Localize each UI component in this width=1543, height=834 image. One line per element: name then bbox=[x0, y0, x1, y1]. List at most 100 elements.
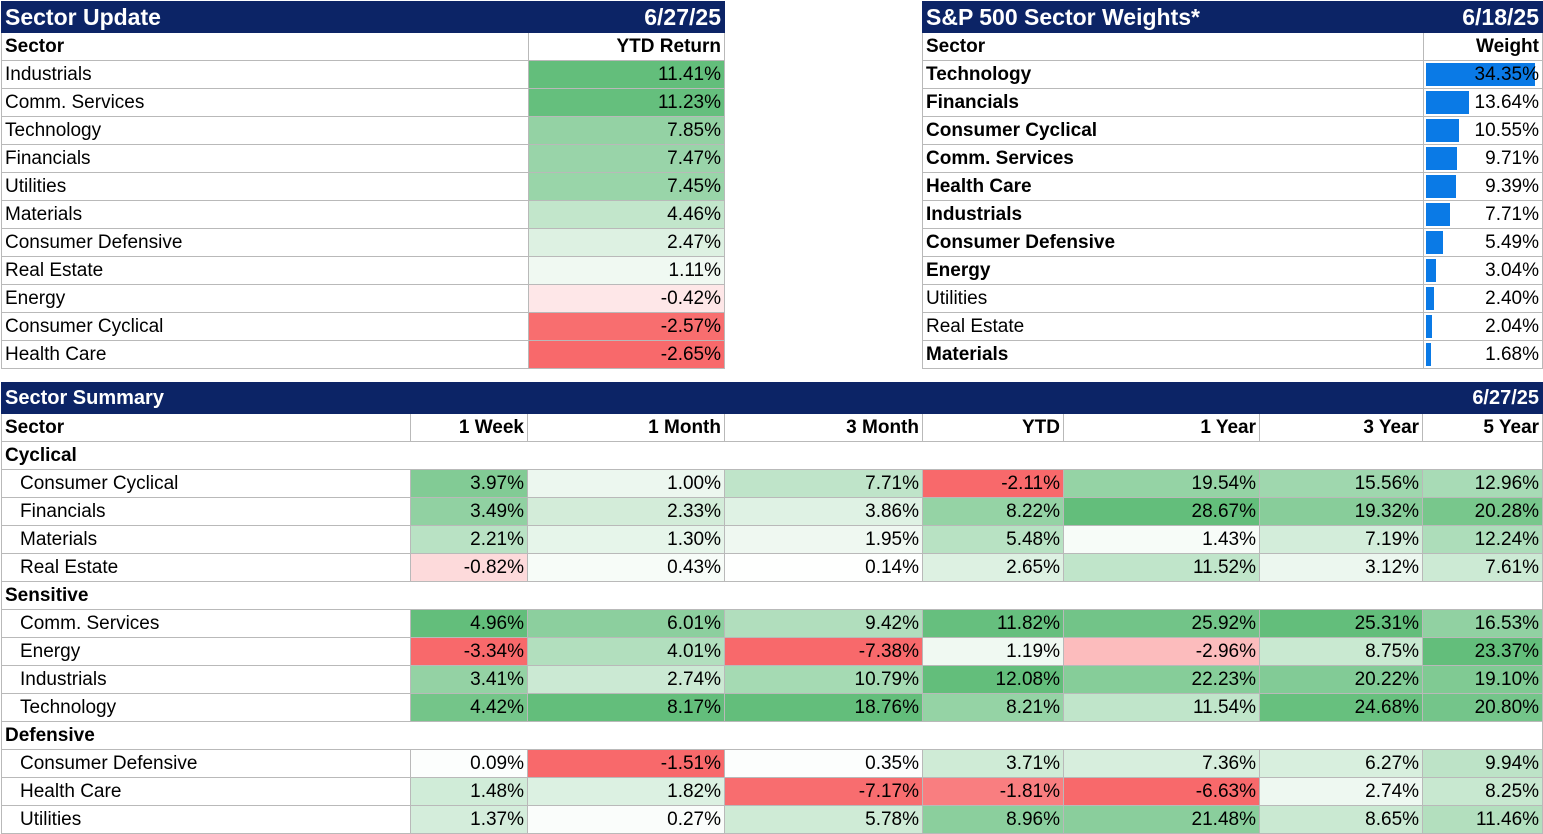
weight-value: 13.64% bbox=[1474, 92, 1539, 113]
ytd-return-value: -0.42% bbox=[528, 284, 725, 313]
return-value: 20.22% bbox=[1258, 665, 1424, 694]
return-value: 9.94% bbox=[1422, 749, 1543, 778]
weight-value: 34.35% bbox=[1474, 64, 1539, 85]
return-value: 2.33% bbox=[527, 497, 725, 526]
ytd-return-value: 7.85% bbox=[528, 116, 725, 145]
return-value: 5.48% bbox=[922, 525, 1064, 554]
sector-name: Materials bbox=[1, 525, 411, 554]
return-value: 0.09% bbox=[410, 749, 528, 778]
return-value: 3.71% bbox=[922, 749, 1064, 778]
ytd-return-value: 7.45% bbox=[528, 172, 725, 201]
sector-weight-row: Health Care 9.39% bbox=[922, 172, 1543, 201]
sector-name: Materials bbox=[1, 200, 529, 229]
weight-value: 2.40% bbox=[1485, 288, 1539, 309]
return-value: -1.81% bbox=[922, 777, 1064, 806]
return-value: 19.10% bbox=[1422, 665, 1543, 694]
return-value: 8.21% bbox=[922, 693, 1064, 722]
return-value: 8.65% bbox=[1258, 805, 1424, 834]
sector-name: Comm. Services bbox=[922, 144, 1424, 173]
weight-bar bbox=[1426, 343, 1432, 366]
return-value: 1.82% bbox=[527, 777, 725, 806]
weight-value: 1.68% bbox=[1485, 344, 1539, 365]
return-value: 3.97% bbox=[410, 469, 528, 498]
sector-name: Technology bbox=[1, 116, 529, 145]
sector-name: Energy bbox=[922, 256, 1424, 285]
return-value: -2.11% bbox=[922, 469, 1064, 498]
sector-summary-row: Energy -3.34% 4.01% -7.38% 1.19% -2.96% 8.75% 2… bbox=[1, 637, 1543, 666]
sector-name: Consumer Cyclical bbox=[1, 312, 529, 341]
weight-cell: 13.64% bbox=[1423, 88, 1543, 117]
return-value: 3.86% bbox=[724, 497, 923, 526]
weight-value: 9.71% bbox=[1485, 148, 1539, 169]
sector-weights-header-row: Sector Weight bbox=[922, 32, 1543, 61]
group-name: Cyclical bbox=[0, 441, 1543, 470]
column-header-1-year: 1 Year bbox=[1063, 413, 1260, 442]
group-header-row: Defensive bbox=[0, 721, 1543, 750]
sector-update-row: Materials 4.46% bbox=[1, 200, 725, 229]
sector-update-row: Health Care -2.65% bbox=[1, 340, 725, 369]
sector-update-row: Consumer Defensive 2.47% bbox=[1, 228, 725, 257]
sector-update-row: Real Estate 1.11% bbox=[1, 256, 725, 285]
sector-weight-row: Industrials 7.71% bbox=[922, 200, 1543, 229]
weight-cell: 9.71% bbox=[1423, 144, 1543, 173]
ytd-return-value: 4.46% bbox=[528, 200, 725, 229]
sector-name: Consumer Defensive bbox=[1, 749, 411, 778]
return-value: -0.82% bbox=[410, 553, 528, 582]
return-value: 0.27% bbox=[527, 805, 725, 834]
sector-name: Utilities bbox=[1, 805, 411, 834]
return-value: 20.28% bbox=[1422, 497, 1543, 526]
weight-cell: 2.04% bbox=[1423, 312, 1543, 341]
return-value: -6.63% bbox=[1063, 777, 1260, 806]
return-value: 9.42% bbox=[724, 609, 923, 638]
return-value: 10.79% bbox=[724, 665, 923, 694]
return-value: -3.34% bbox=[410, 637, 528, 666]
return-value: 2.74% bbox=[527, 665, 725, 694]
weight-cell: 2.40% bbox=[1423, 284, 1543, 313]
weight-value: 7.71% bbox=[1485, 204, 1539, 225]
sector-weight-row: Technology 34.35% bbox=[922, 60, 1543, 89]
weight-value: 2.04% bbox=[1485, 316, 1539, 337]
column-header-weight: Weight bbox=[1423, 32, 1543, 61]
weight-bar bbox=[1426, 175, 1456, 198]
return-value: 1.48% bbox=[410, 777, 528, 806]
weight-bar bbox=[1426, 259, 1436, 282]
sector-update-row: Comm. Services 11.23% bbox=[1, 88, 725, 117]
sector-name: Consumer Cyclical bbox=[922, 116, 1424, 145]
sector-summary-row: Financials 3.49% 2.33% 3.86% 8.22% 28.67% 19.3… bbox=[1, 497, 1543, 526]
weight-bar bbox=[1426, 119, 1460, 142]
weight-cell: 34.35% bbox=[1423, 60, 1543, 89]
return-value: 2.74% bbox=[1258, 777, 1424, 806]
return-value: 25.92% bbox=[1063, 609, 1260, 638]
return-value: 4.01% bbox=[527, 637, 725, 666]
sector-weight-row: Energy 3.04% bbox=[922, 256, 1543, 285]
weight-cell: 10.55% bbox=[1423, 116, 1543, 145]
weight-bar bbox=[1426, 287, 1434, 310]
return-value: 19.54% bbox=[1063, 469, 1260, 498]
return-value: 7.71% bbox=[724, 469, 923, 498]
sector-update-row: Energy -0.42% bbox=[1, 284, 725, 313]
return-value: 8.75% bbox=[1258, 637, 1424, 666]
sector-summary-row: Utilities 1.37% 0.27% 5.78% 8.96% 21.48% 8.65%… bbox=[1, 805, 1543, 834]
sector-name: Consumer Defensive bbox=[1, 228, 529, 257]
column-header-sector: Sector bbox=[1, 32, 529, 61]
sector-update-row: Utilities 7.45% bbox=[1, 172, 725, 201]
column-header-1-month: 1 Month bbox=[527, 413, 725, 442]
weight-bar bbox=[1426, 231, 1444, 254]
return-value: 15.56% bbox=[1258, 469, 1424, 498]
sector-summary-date: 6/27/25 bbox=[1422, 382, 1543, 414]
weight-bar bbox=[1426, 147, 1457, 170]
return-value: 0.35% bbox=[724, 749, 923, 778]
sector-summary-row: Industrials 3.41% 2.74% 10.79% 12.08% 22.23% 2… bbox=[1, 665, 1543, 694]
sector-weight-row: Real Estate 2.04% bbox=[922, 312, 1543, 341]
sector-name: Health Care bbox=[1, 340, 529, 369]
return-value: 8.25% bbox=[1422, 777, 1543, 806]
sector-name: Real Estate bbox=[1, 256, 529, 285]
return-value: 11.52% bbox=[1063, 553, 1260, 582]
sector-summary-header-row: Sector 1 Week 1 Month 3 Month YTD 1 Year… bbox=[1, 413, 1543, 442]
sector-weight-row: Utilities 2.40% bbox=[922, 284, 1543, 313]
sector-summary-row: Technology 4.42% 8.17% 18.76% 8.21% 11.54% 24.… bbox=[1, 693, 1543, 722]
column-header-3-month: 3 Month bbox=[724, 413, 923, 442]
sector-summary-table: Sector Summary 6/27/25 Sector 1 Week 1 M… bbox=[0, 382, 1543, 834]
sector-name: Financials bbox=[1, 144, 529, 173]
return-value: 3.12% bbox=[1258, 553, 1424, 582]
